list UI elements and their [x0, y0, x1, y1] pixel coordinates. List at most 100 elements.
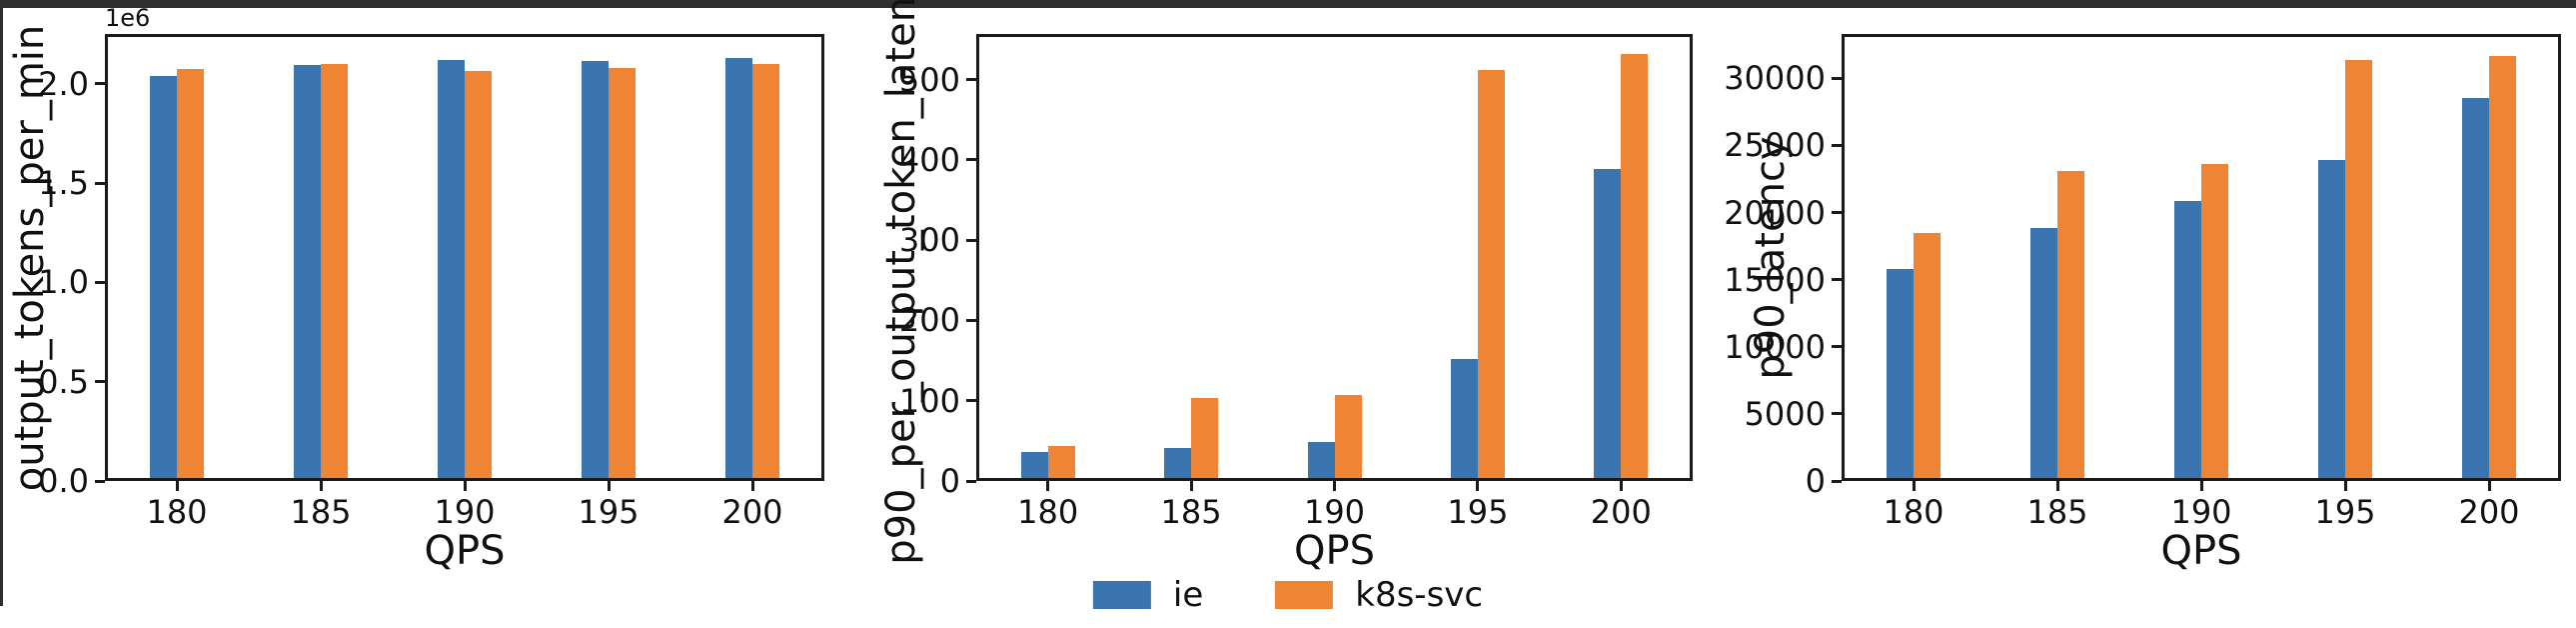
- x-tick-label: 195: [2314, 493, 2376, 531]
- x-tick-label: 180: [146, 493, 208, 531]
- bar-ie-180: [1887, 269, 1914, 478]
- x-tick-label: 195: [578, 493, 640, 531]
- bar-k8s-svc-185: [321, 64, 348, 478]
- x-tick-mark: [319, 481, 323, 491]
- bar-ie-180: [1020, 452, 1048, 478]
- y-tick-label: 30000: [1724, 59, 1826, 98]
- x-tick-label: 190: [1303, 493, 1366, 531]
- x-tick-mark: [2487, 481, 2491, 491]
- bar-k8s-svc-185: [1191, 398, 1219, 478]
- x-tick-label: 200: [721, 493, 783, 531]
- bar-k8s-svc-190: [1334, 395, 1362, 478]
- y-tick-mark: [1832, 412, 1842, 416]
- y-tick-label: 25000: [1724, 126, 1826, 165]
- x-tick-mark: [1912, 481, 1916, 491]
- plot-area: [976, 34, 1693, 481]
- bar-ie-200: [725, 58, 752, 478]
- x-axis-label: QPS: [2160, 528, 2242, 574]
- y-tick-mark: [966, 479, 976, 483]
- y-tick-mark: [1832, 479, 1842, 483]
- x-tick-label: 185: [2026, 493, 2088, 531]
- y-tick-label: 0.5: [38, 362, 89, 401]
- legend-item-k8s-svc: k8s-svc: [1275, 578, 1483, 612]
- plot-area: [105, 34, 824, 481]
- y-tick-mark: [966, 78, 976, 82]
- bar-ie-200: [1594, 169, 1622, 478]
- x-tick-label: 180: [1017, 493, 1079, 531]
- bar-ie-190: [438, 60, 465, 478]
- plot-area: [1842, 34, 2561, 481]
- x-tick-label: 180: [1883, 493, 1944, 531]
- y-tick-label: 100: [898, 381, 960, 420]
- y-tick-mark: [95, 280, 105, 284]
- chart-p90-per-output-token-latency: QPS 0 100 200 300 400 500 180 185 190 195 200: [899, 0, 1693, 628]
- x-tick-mark: [607, 481, 611, 491]
- y-tick-mark: [1832, 76, 1842, 80]
- legend: ie k8s-svc: [1092, 575, 1483, 615]
- x-axis-label: QPS: [424, 528, 506, 574]
- x-tick-mark: [1189, 481, 1193, 491]
- x-tick-label: 185: [1160, 493, 1222, 531]
- x-tick-mark: [750, 481, 754, 491]
- bar-ie-180: [150, 76, 177, 478]
- legend-label-ie: ie: [1172, 575, 1204, 615]
- x-tick-label: 195: [1447, 493, 1509, 531]
- y-tick-label: 10000: [1724, 327, 1826, 366]
- y-tick-mark: [966, 158, 976, 162]
- x-tick-mark: [2199, 481, 2203, 491]
- y-tick-mark: [1832, 345, 1842, 349]
- bar-k8s-svc-180: [1047, 446, 1075, 478]
- legend-label-k8s-svc: k8s-svc: [1355, 575, 1484, 615]
- bar-k8s-svc-180: [177, 69, 204, 478]
- x-axis-label: QPS: [1294, 528, 1375, 574]
- x-tick-mark: [463, 481, 467, 491]
- window-left-border: [0, 0, 3, 606]
- y-tick-mark: [95, 380, 105, 384]
- y-tick-label: 500: [898, 60, 960, 99]
- bar-k8s-svc-180: [1914, 233, 1940, 478]
- y-tick-label: 0: [1805, 462, 1826, 500]
- bar-k8s-svc-200: [2489, 56, 2516, 478]
- y-tick-label: 200: [898, 301, 960, 340]
- chart-p90-latency: QPS 0 5000 10000 15000 20000 25000 30000 180 185…: [1724, 0, 2561, 628]
- bar-k8s-svc-195: [609, 68, 636, 478]
- y-tick-label: 5000: [1744, 394, 1826, 433]
- bar-ie-185: [2030, 228, 2057, 478]
- bar-k8s-svc-195: [2345, 60, 2372, 478]
- legend-swatch-ie: [1092, 581, 1151, 609]
- y-tick-mark: [95, 181, 105, 185]
- y-tick-label: 1.0: [38, 263, 89, 302]
- y-tick-mark: [966, 318, 976, 322]
- bar-ie-185: [1164, 448, 1192, 478]
- x-tick-mark: [1476, 481, 1480, 491]
- bar-ie-195: [582, 61, 609, 478]
- bar-k8s-svc-185: [2057, 171, 2084, 478]
- bar-k8s-svc-200: [752, 64, 779, 478]
- bar-ie-200: [2462, 98, 2489, 478]
- bar-ie-195: [2318, 160, 2345, 478]
- x-tick-label: 185: [290, 493, 352, 531]
- y-tick-mark: [1832, 211, 1842, 215]
- y-tick-mark: [966, 399, 976, 403]
- x-tick-mark: [1046, 481, 1050, 491]
- y-tick-label: 300: [898, 221, 960, 260]
- x-tick-label: 200: [2458, 493, 2520, 531]
- legend-swatch-k8s-svc: [1275, 581, 1334, 609]
- chart-output-tokens-per-min: 1e6 QPS 0.0 0.5 1.0 1.5 2.0 180 185 190 195 200: [38, 0, 824, 628]
- y-tick-mark: [1832, 143, 1842, 147]
- y-tick-mark: [1832, 278, 1842, 282]
- legend-item-ie: ie: [1092, 575, 1204, 615]
- bar-ie-195: [1450, 359, 1478, 478]
- y-tick-label: 0.0: [38, 462, 89, 500]
- y-tick-label: 15000: [1724, 260, 1826, 299]
- y-tick-label: 0: [939, 462, 960, 500]
- bar-k8s-svc-190: [465, 71, 492, 478]
- y-tick-label: 400: [898, 140, 960, 179]
- x-tick-label: 200: [1590, 493, 1652, 531]
- x-tick-label: 190: [434, 493, 496, 531]
- x-tick-label: 190: [2170, 493, 2232, 531]
- bar-k8s-svc-190: [2201, 164, 2228, 478]
- bar-ie-190: [1307, 442, 1335, 478]
- x-tick-mark: [2343, 481, 2347, 491]
